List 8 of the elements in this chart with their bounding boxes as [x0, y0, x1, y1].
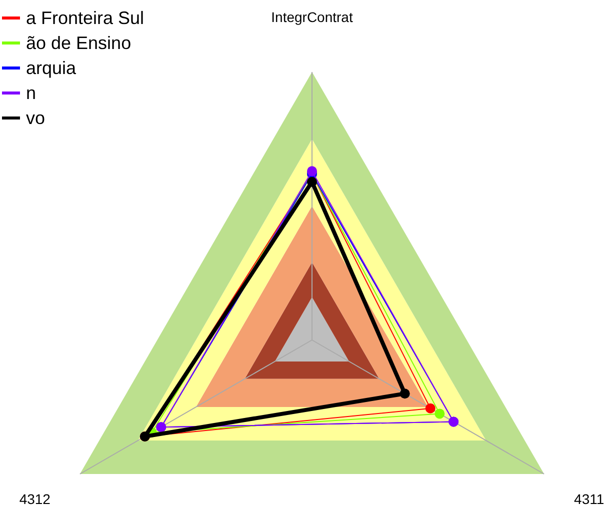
- legend-label: vo: [26, 108, 46, 128]
- spoke-label: IntegrContrat: [271, 9, 353, 25]
- legend-label: n: [26, 83, 36, 103]
- legend-label: ão de Ensino: [26, 33, 132, 53]
- legend-label: a Fronteira Sul: [26, 8, 144, 28]
- legend-label: arquia: [26, 58, 78, 78]
- spoke-label: 4311: [574, 491, 604, 507]
- spoke-label: 4312: [19, 491, 51, 507]
